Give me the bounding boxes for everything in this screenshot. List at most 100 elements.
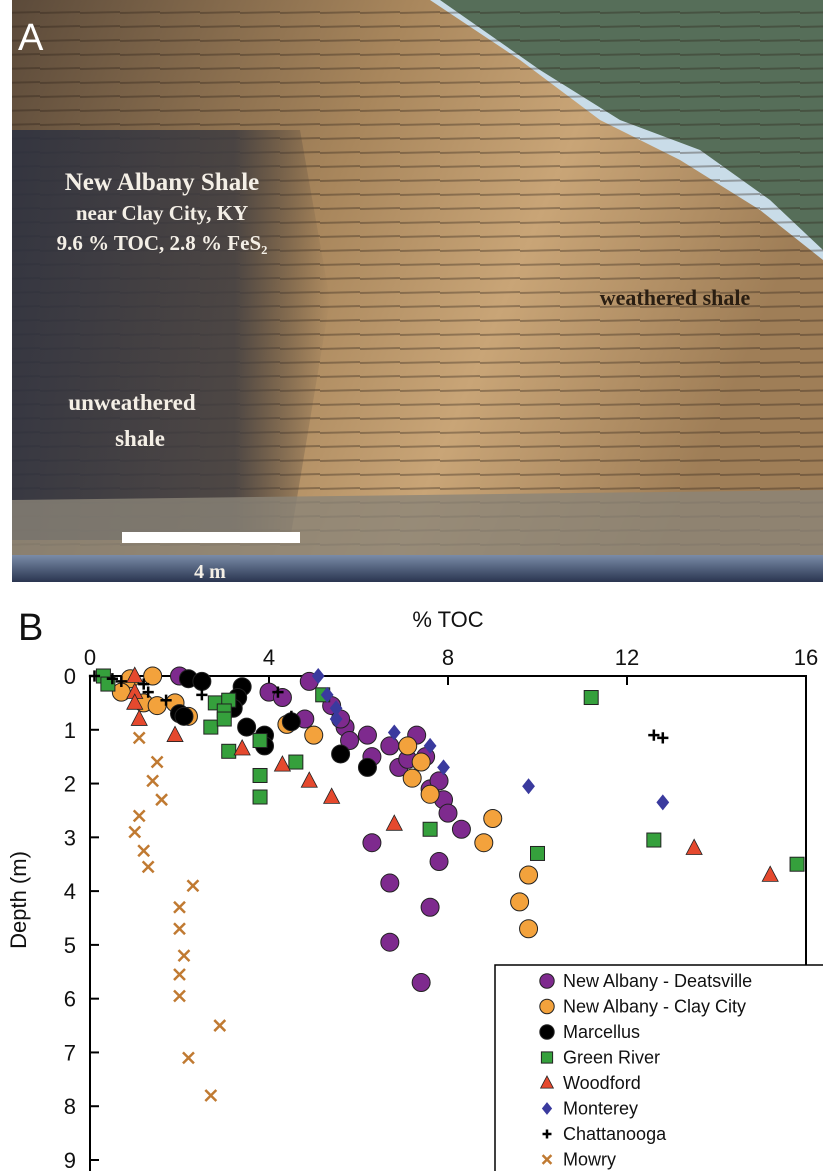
point	[216, 711, 232, 727]
point	[656, 794, 670, 811]
x-tick-label: 8	[442, 645, 454, 670]
point	[88, 670, 101, 682]
point	[252, 789, 268, 805]
point	[329, 711, 343, 728]
legend-label: Marcellus	[563, 1022, 640, 1042]
point	[519, 865, 539, 885]
y-tick-label: 5	[64, 933, 76, 958]
point	[789, 856, 805, 872]
y-tick-label: 4	[64, 879, 76, 904]
point	[132, 731, 146, 745]
point	[146, 774, 160, 788]
point	[483, 809, 503, 829]
legend-label: New Albany - Clay City	[563, 997, 746, 1017]
weathered-label: weathered shale	[600, 285, 751, 310]
point	[646, 832, 662, 848]
point	[761, 865, 779, 882]
point	[340, 731, 360, 751]
point	[648, 729, 660, 741]
photo: A New Albany Shale near Clay City, KY 9.…	[12, 0, 823, 583]
point	[411, 973, 431, 993]
point	[132, 809, 146, 823]
point	[437, 759, 450, 776]
unweathered-label: unweathered	[68, 390, 196, 415]
point	[300, 771, 318, 788]
point	[137, 844, 151, 858]
point	[174, 706, 194, 726]
legend-label: Mowry	[563, 1150, 616, 1170]
point	[322, 787, 341, 804]
photo-location: near Clay City, KY	[76, 201, 248, 225]
y-axis-title: Depth (m)	[6, 851, 31, 949]
legend-label: Chattanooga	[563, 1124, 667, 1144]
point	[510, 892, 530, 912]
point	[173, 989, 186, 1003]
point	[402, 768, 422, 788]
point	[115, 675, 127, 687]
panel-label: A	[18, 17, 44, 59]
point	[126, 693, 144, 710]
point	[311, 668, 325, 684]
point	[331, 744, 351, 764]
panel-label: B	[18, 607, 43, 649]
x-axis-title: % TOC	[412, 607, 483, 632]
point	[143, 666, 163, 686]
point	[429, 771, 449, 791]
point	[429, 852, 449, 872]
y-tick-label: 0	[64, 664, 76, 689]
point	[398, 736, 418, 756]
y-tick-label: 8	[64, 1094, 76, 1119]
point	[411, 752, 431, 772]
point	[142, 686, 154, 698]
point	[186, 879, 200, 893]
point	[138, 678, 150, 690]
legend-marker	[539, 998, 555, 1015]
point	[141, 860, 155, 874]
point	[583, 690, 599, 706]
point	[173, 922, 186, 936]
unweathered-label: shale	[115, 426, 165, 451]
point	[173, 968, 186, 981]
point	[273, 755, 292, 772]
point	[285, 710, 297, 722]
point	[530, 845, 545, 861]
legend-marker	[539, 1075, 555, 1089]
point	[203, 719, 219, 735]
photo-title: New Albany Shale	[65, 169, 259, 196]
point	[362, 833, 382, 853]
point	[423, 737, 437, 754]
scale-label: 4 m	[194, 561, 226, 583]
point	[387, 724, 401, 741]
point	[182, 1051, 195, 1065]
point	[252, 733, 268, 749]
point	[357, 725, 377, 745]
point	[420, 897, 440, 917]
point	[657, 732, 669, 744]
point	[196, 689, 208, 701]
point	[288, 754, 304, 770]
point	[385, 814, 403, 831]
point	[173, 900, 186, 914]
point	[126, 666, 144, 683]
x-tick-label: 16	[794, 645, 818, 670]
scale-bar	[122, 532, 300, 543]
point	[422, 821, 438, 837]
legend-marker	[539, 1024, 555, 1040]
point	[221, 743, 237, 759]
point	[130, 709, 148, 726]
point	[519, 919, 539, 939]
legend-marker	[542, 1129, 552, 1139]
point	[166, 725, 184, 742]
point	[204, 1089, 218, 1102]
y-tick-label: 1	[64, 718, 76, 743]
point	[329, 700, 343, 717]
point	[522, 778, 535, 795]
point	[380, 873, 400, 893]
point	[685, 838, 703, 855]
x-tick-label: 4	[263, 645, 275, 670]
y-tick-label: 9	[64, 1148, 76, 1171]
point	[252, 767, 268, 783]
point	[272, 686, 284, 698]
point	[380, 736, 400, 756]
